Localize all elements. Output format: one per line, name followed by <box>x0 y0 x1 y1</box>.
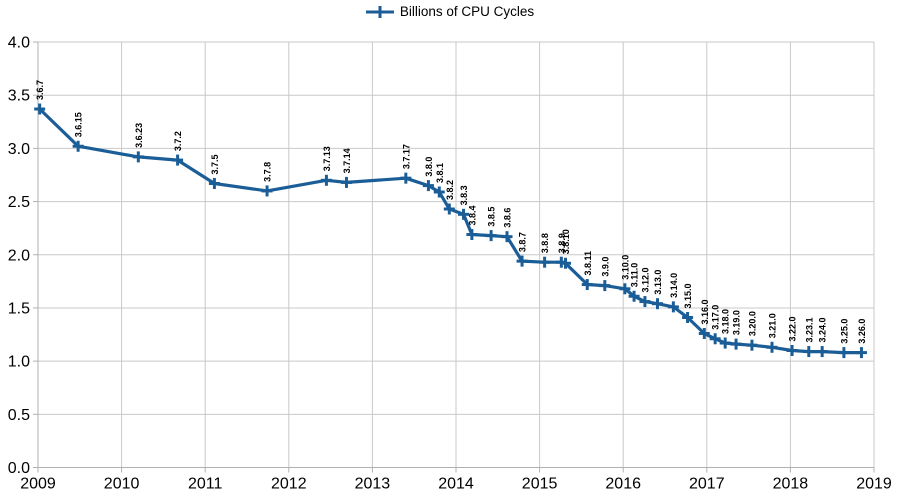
data-point-label: 3.8.11 <box>583 251 593 276</box>
data-point-label: 3.23.1 <box>804 318 814 343</box>
data-point-label: 3.6.23 <box>134 123 144 148</box>
data-point-label: 3.8.8 <box>540 233 550 253</box>
x-axis-tick-label: 2013 <box>355 476 391 493</box>
x-axis-tick-label: 2014 <box>438 476 474 493</box>
data-point-label: 3.6.15 <box>74 112 84 137</box>
data-point-label: 3.20.0 <box>747 311 757 336</box>
data-point-label: 3.8.10 <box>561 229 571 254</box>
x-axis-tick-label: 2019 <box>856 476 892 493</box>
data-point-label: 3.7.8 <box>263 162 273 182</box>
data-point-label: 3.7.2 <box>173 131 183 151</box>
data-point-label: 3.25.0 <box>839 319 849 344</box>
x-axis-tick-label: 2016 <box>605 476 641 493</box>
chart-legend: Billions of CPU Cycles <box>0 3 899 21</box>
data-point-label: 3.8.2 <box>445 180 455 200</box>
data-point-label: 3.9.0 <box>600 257 610 277</box>
x-axis-tick-label: 2015 <box>522 476 558 493</box>
y-axis-tick-label: 3.5 <box>8 88 30 105</box>
y-axis-tick-label: 2.0 <box>8 247 30 264</box>
data-point-label: 3.13.0 <box>653 270 663 295</box>
y-axis-tick-label: 0.5 <box>8 407 30 424</box>
data-point-label: 3.8.4 <box>467 206 477 226</box>
data-point-label: 3.7.14 <box>342 148 352 173</box>
data-point-label: 3.12.0 <box>640 268 650 293</box>
y-axis-tick-label: 4.0 <box>8 35 30 52</box>
data-point-label: 3.8.9 <box>557 233 567 253</box>
data-point-label: 3.7.5 <box>210 154 220 174</box>
data-point-label: 3.7.17 <box>401 144 411 169</box>
data-point-label: 3.8.5 <box>487 207 497 227</box>
data-point-label: 3.14.0 <box>669 273 679 298</box>
data-point-label: 3.17.0 <box>711 305 721 330</box>
data-point-label: 3.8.7 <box>518 232 528 252</box>
x-axis-tick-label: 2017 <box>689 476 725 493</box>
data-point-label: 3.7.13 <box>322 146 332 171</box>
y-axis-tick-label: 1.0 <box>8 354 30 371</box>
data-point-label: 3.8.6 <box>502 208 512 228</box>
y-axis-tick-label: 2.5 <box>8 194 30 211</box>
data-point-label: 3.18.0 <box>721 309 731 334</box>
y-axis-tick-label: 3.0 <box>8 141 30 158</box>
legend-label: Billions of CPU Cycles <box>399 4 535 19</box>
x-axis-tick-label: 2012 <box>271 476 307 493</box>
data-point-label: 3.26.0 <box>857 319 867 344</box>
data-point-label: 3.15.0 <box>683 283 693 308</box>
data-point-label: 3.8.1 <box>435 163 445 183</box>
x-axis-tick-label: 2011 <box>188 476 223 493</box>
data-point-label: 3.19.0 <box>732 310 742 335</box>
data-point-label: 3.8.0 <box>424 157 434 177</box>
data-point-label: 3.24.0 <box>818 318 828 343</box>
data-point-label: 3.6.7 <box>35 80 45 100</box>
y-axis-tick-label: 0.0 <box>8 460 30 477</box>
data-point-label: 3.22.0 <box>788 316 798 341</box>
data-point-label: 3.21.0 <box>768 313 778 338</box>
x-axis-tick-label: 2010 <box>104 476 140 493</box>
data-point-label: 3.11.0 <box>630 263 640 288</box>
data-point-label: 3.16.0 <box>700 299 710 324</box>
legend-line-marker-icon <box>365 6 394 18</box>
x-axis-tick-label: 2018 <box>773 476 809 493</box>
data-point-label: 3.10.0 <box>620 255 630 280</box>
y-axis-tick-label: 1.5 <box>8 300 30 317</box>
data-point-label: 3.8.3 <box>459 185 469 205</box>
x-axis-tick-label: 2009 <box>20 476 56 493</box>
